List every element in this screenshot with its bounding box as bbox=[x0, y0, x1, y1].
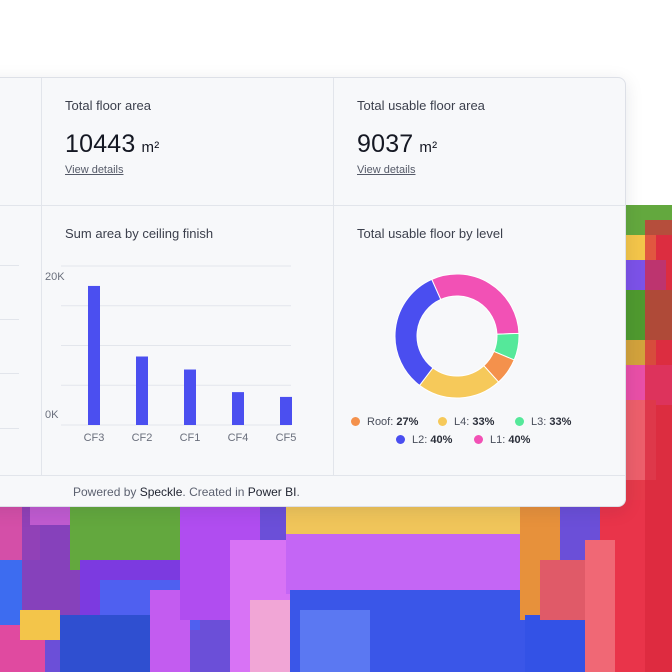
legend-percent: 33% bbox=[549, 416, 572, 428]
legend-percent: 27% bbox=[396, 416, 419, 428]
donut-slice-l1 bbox=[431, 274, 520, 335]
bar bbox=[232, 392, 244, 425]
legend-item-l1[interactable]: L1: 40% bbox=[474, 434, 530, 446]
footer-prefix: Powered by bbox=[73, 485, 140, 499]
kpi-total-usable-floor-area-label: Total usable floor area bbox=[357, 98, 485, 113]
footer-middle: . Created in bbox=[182, 485, 248, 499]
legend-label: L1: bbox=[490, 434, 509, 446]
dashboard-card: Total floor area 10443 m² View details To… bbox=[0, 77, 626, 507]
kpi-total-floor-area-label: Total floor area bbox=[65, 98, 151, 113]
legend-item-l2[interactable]: L2: 40% bbox=[396, 434, 452, 446]
kpi-value-unit: m² bbox=[141, 139, 160, 156]
bar bbox=[280, 396, 292, 425]
power-bi-link[interactable]: Power BI bbox=[247, 485, 297, 499]
bar-chart: 20K 0K CF3 CF2 CF1 CF4 CF5 bbox=[45, 265, 297, 444]
divider bbox=[0, 475, 625, 476]
divider bbox=[41, 78, 42, 475]
donut-chart-title: Total usable floor by level bbox=[357, 226, 503, 241]
bar bbox=[136, 356, 148, 425]
kpi-total-floor-area-value: 10443 m² bbox=[65, 130, 159, 159]
kpi-value-unit: m² bbox=[419, 139, 438, 156]
legend-dot-icon bbox=[351, 417, 360, 426]
view-details-link[interactable]: View details bbox=[65, 164, 124, 176]
legend-dot-icon bbox=[474, 435, 483, 444]
divider bbox=[0, 205, 625, 206]
legend-percent: 33% bbox=[472, 416, 495, 428]
x-tick-label: CF3 bbox=[84, 432, 105, 444]
speckle-link[interactable]: Speckle bbox=[139, 485, 183, 499]
model-blocks bbox=[0, 205, 672, 672]
legend-item-l4[interactable]: L4: 33% bbox=[438, 416, 494, 428]
legend-label: Roof: bbox=[367, 416, 397, 428]
bar bbox=[88, 285, 100, 425]
x-tick-label: CF2 bbox=[132, 432, 153, 444]
x-tick-label: CF5 bbox=[276, 432, 297, 444]
divider bbox=[333, 78, 334, 475]
legend-label: L4: bbox=[454, 416, 473, 428]
y-tick-label: 0K bbox=[45, 409, 59, 421]
bar-chart-title: Sum area by ceiling finish bbox=[65, 226, 214, 241]
x-tick-label: CF4 bbox=[228, 432, 249, 444]
gridline bbox=[0, 373, 19, 374]
x-tick-label: CF1 bbox=[180, 432, 201, 444]
kpi-value-number: 9037 bbox=[357, 130, 414, 158]
legend-dot-icon bbox=[438, 417, 447, 426]
kpi-value-number: 10443 bbox=[65, 130, 136, 158]
legend-percent: 40% bbox=[508, 434, 531, 446]
donut-slice-l2 bbox=[394, 278, 442, 387]
legend-item-roof[interactable]: Roof: 27% bbox=[351, 416, 418, 428]
legend-label: L2: bbox=[412, 434, 431, 446]
legend-dot-icon bbox=[515, 417, 524, 426]
legend-percent: 40% bbox=[430, 434, 453, 446]
bar bbox=[184, 369, 196, 425]
donut-chart bbox=[394, 274, 520, 399]
gridline bbox=[0, 428, 19, 429]
legend-dot-icon bbox=[396, 435, 405, 444]
footer-credits: Powered by Speckle. Created in Power BI. bbox=[73, 485, 300, 499]
view-details-link[interactable]: View details bbox=[357, 164, 416, 176]
y-tick-label: 20K bbox=[45, 271, 65, 283]
kpi-total-usable-floor-area-value: 9037 m² bbox=[357, 130, 437, 159]
legend-label: L3: bbox=[531, 416, 550, 428]
footer-suffix: . bbox=[296, 485, 300, 499]
donut-legend: Roof: 27% L4: 33% L3: 33% L2: 40% L1: 40% bbox=[333, 416, 625, 456]
gridline bbox=[0, 265, 19, 266]
legend-item-l3[interactable]: L3: 33% bbox=[515, 416, 571, 428]
gridline bbox=[0, 319, 19, 320]
